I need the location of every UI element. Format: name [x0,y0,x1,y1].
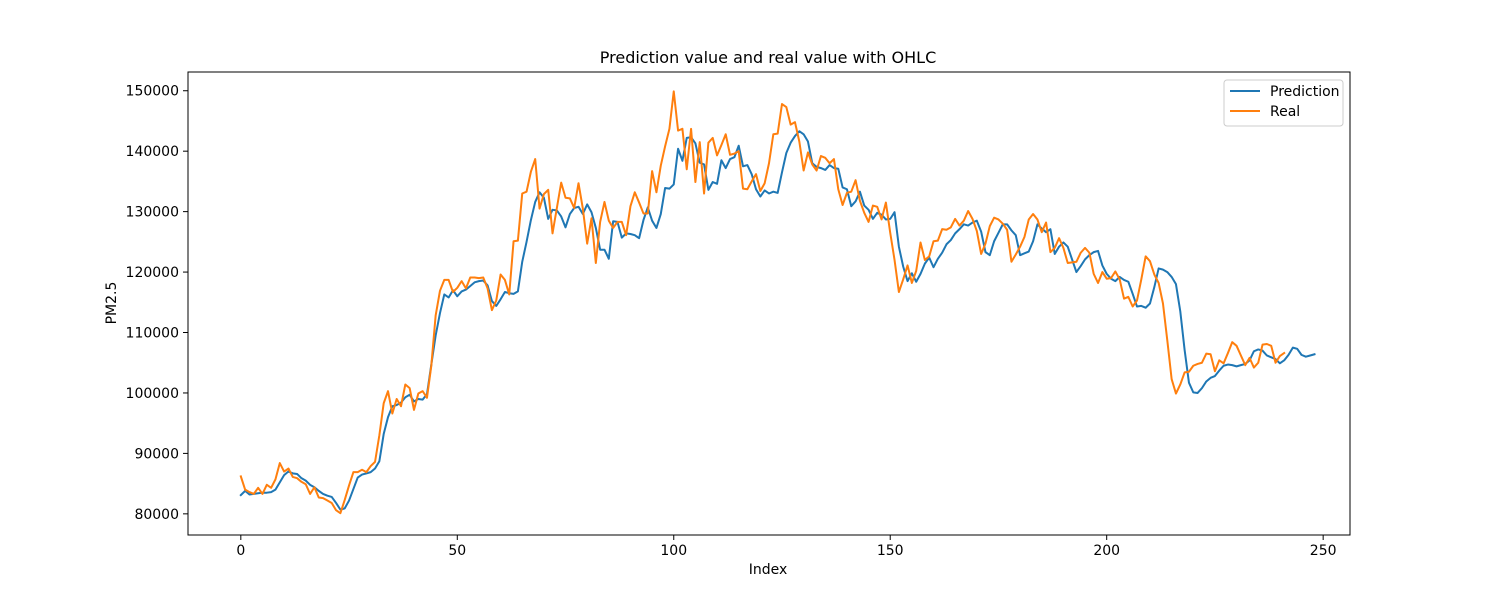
y-tick-label: 100000 [126,386,179,402]
x-tick-label: 250 [1310,543,1337,559]
x-tick-label: 150 [877,543,904,559]
x-tick-label: 50 [448,543,466,559]
plot-frame [187,71,1351,536]
y-axis: 80000 90000 100000 110000 120000 130000 140000… [126,84,188,523]
series-line-real [239,90,1286,515]
x-tick-label: 200 [1093,543,1120,559]
y-tick-label: 120000 [126,265,179,281]
y-tick-label: 130000 [126,205,179,221]
legend-label-real: Real [1270,104,1300,120]
x-axis: 0 50 100 150 200 250 [236,535,1337,559]
y-tick-label: 140000 [126,144,179,160]
legend: Prediction Real [1223,79,1344,127]
chart-title: Prediction value and real value with OHL… [600,48,936,67]
series-layer [239,90,1316,515]
y-tick-label: 150000 [126,84,179,100]
x-tick-label: 0 [236,543,245,559]
y-tick-label: 90000 [134,446,179,462]
y-axis-title: PM2.5 [104,282,120,325]
y-tick-label: 110000 [126,326,179,342]
y-tick-label: 80000 [134,507,179,523]
x-tick-label: 100 [660,543,687,559]
x-axis-title: Index [749,562,788,578]
legend-label-prediction: Prediction [1270,84,1340,100]
